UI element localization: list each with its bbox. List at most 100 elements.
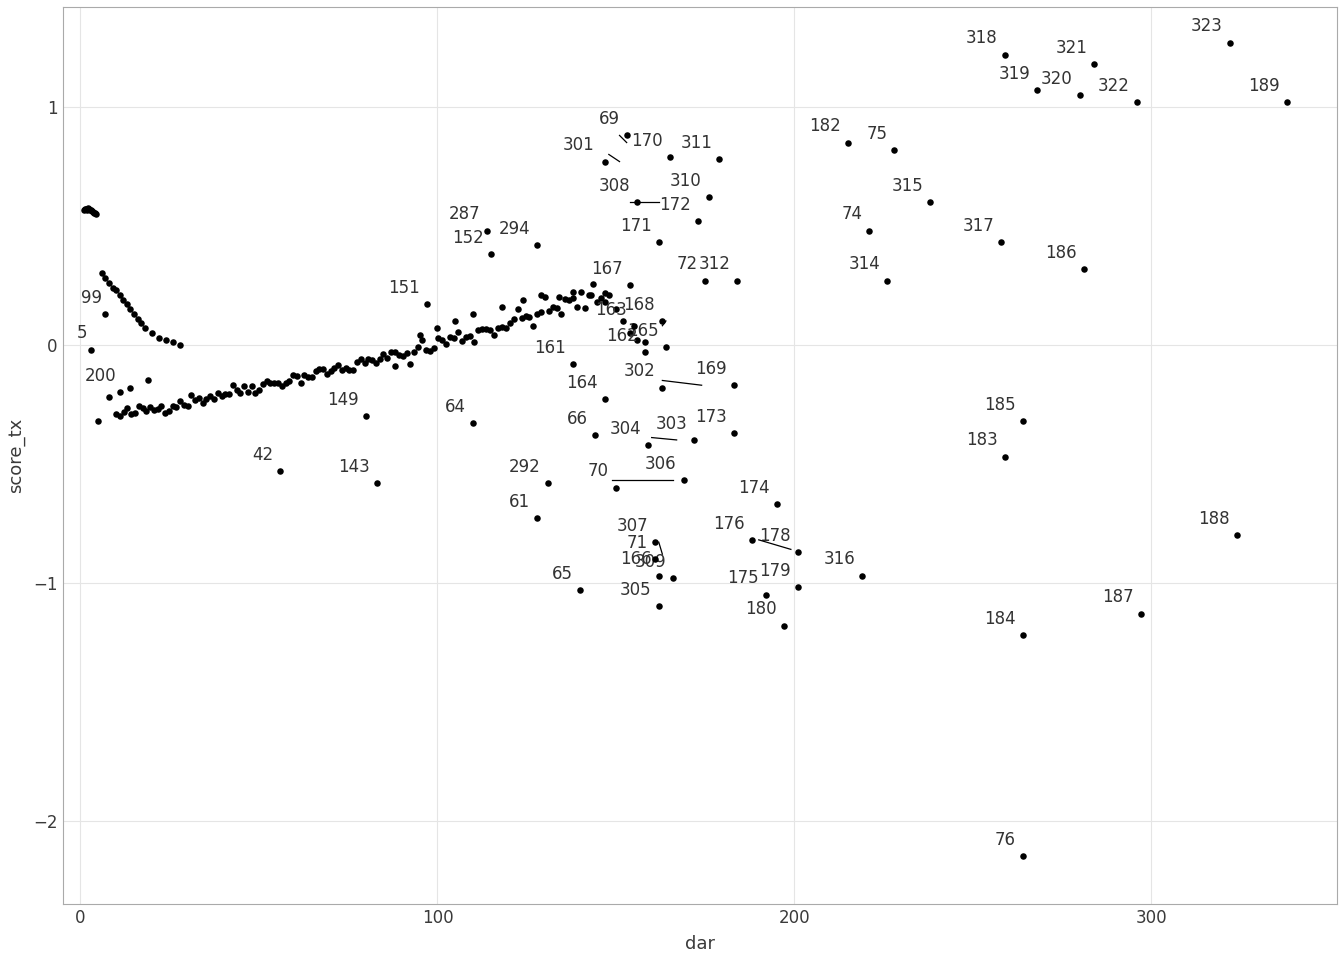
Point bbox=[876, 273, 898, 288]
Point bbox=[94, 306, 116, 322]
Text: 301: 301 bbox=[563, 136, 594, 155]
Point bbox=[652, 380, 673, 396]
Point bbox=[141, 325, 163, 341]
Point bbox=[148, 330, 169, 346]
Point bbox=[562, 285, 583, 300]
Point bbox=[82, 204, 103, 219]
Point bbox=[411, 332, 433, 348]
Point bbox=[124, 306, 145, 322]
Point bbox=[620, 325, 641, 341]
Point bbox=[151, 398, 172, 414]
Point bbox=[995, 47, 1016, 62]
Point bbox=[551, 306, 573, 322]
Point bbox=[788, 544, 809, 560]
Text: 292: 292 bbox=[509, 458, 542, 475]
Text: 306: 306 bbox=[645, 455, 676, 473]
Point bbox=[427, 330, 449, 346]
Point bbox=[613, 313, 634, 328]
Point bbox=[159, 403, 180, 419]
Point bbox=[270, 463, 292, 478]
Point bbox=[161, 398, 183, 414]
Point bbox=[316, 367, 337, 382]
Text: 168: 168 bbox=[624, 296, 656, 314]
Point bbox=[594, 295, 616, 310]
Text: 322: 322 bbox=[1098, 77, 1130, 95]
Point bbox=[423, 340, 445, 355]
Point bbox=[126, 311, 148, 326]
Point bbox=[477, 223, 499, 238]
Point bbox=[77, 201, 98, 216]
Text: 64: 64 bbox=[445, 398, 466, 416]
Point bbox=[199, 388, 220, 403]
Point bbox=[634, 345, 656, 360]
Text: 307: 307 bbox=[617, 517, 648, 535]
Point bbox=[452, 333, 473, 348]
Point bbox=[366, 355, 387, 371]
Point bbox=[1219, 35, 1241, 50]
Point bbox=[519, 309, 540, 324]
Point bbox=[267, 375, 289, 391]
Text: 165: 165 bbox=[628, 322, 659, 340]
Point bbox=[222, 377, 243, 393]
Point bbox=[102, 280, 124, 296]
Point bbox=[472, 322, 493, 337]
Point bbox=[837, 134, 859, 150]
Point bbox=[120, 301, 141, 317]
Point bbox=[312, 361, 333, 376]
Point bbox=[328, 357, 349, 372]
Point bbox=[136, 404, 157, 420]
Point bbox=[184, 393, 206, 408]
Text: 65: 65 bbox=[552, 564, 573, 583]
Text: 187: 187 bbox=[1102, 588, 1133, 607]
Point bbox=[495, 321, 516, 336]
Point bbox=[620, 277, 641, 293]
Point bbox=[741, 532, 762, 547]
Point bbox=[511, 310, 532, 325]
Point bbox=[1012, 849, 1034, 864]
Point bbox=[648, 568, 669, 584]
Text: 173: 173 bbox=[695, 408, 727, 425]
Text: 180: 180 bbox=[745, 600, 777, 618]
Point bbox=[499, 316, 520, 331]
Text: 99: 99 bbox=[81, 289, 102, 306]
Point bbox=[395, 345, 417, 360]
Text: 151: 151 bbox=[388, 279, 419, 298]
Point bbox=[673, 472, 695, 488]
Point bbox=[417, 297, 438, 312]
Point bbox=[130, 316, 152, 331]
Point bbox=[384, 344, 406, 359]
Point bbox=[684, 432, 706, 447]
Point bbox=[766, 496, 788, 512]
Point bbox=[480, 247, 501, 262]
Point bbox=[392, 348, 414, 364]
Text: 200: 200 bbox=[85, 368, 116, 385]
Point bbox=[380, 345, 402, 360]
Text: 172: 172 bbox=[659, 196, 691, 214]
Point bbox=[124, 405, 145, 420]
Point bbox=[82, 204, 103, 220]
Point bbox=[169, 394, 191, 409]
Point bbox=[211, 388, 233, 403]
Point bbox=[562, 291, 583, 306]
Point bbox=[234, 378, 255, 394]
Point bbox=[581, 287, 602, 302]
Text: 76: 76 bbox=[995, 831, 1016, 850]
Text: 71: 71 bbox=[626, 534, 648, 552]
Point bbox=[637, 437, 659, 452]
Point bbox=[723, 425, 745, 441]
Point bbox=[648, 235, 669, 251]
Point bbox=[77, 202, 98, 217]
Text: 311: 311 bbox=[680, 134, 712, 152]
Text: 185: 185 bbox=[984, 396, 1016, 414]
Point bbox=[663, 570, 684, 586]
Point bbox=[203, 392, 224, 407]
Point bbox=[562, 356, 583, 372]
Point bbox=[156, 332, 177, 348]
Point bbox=[616, 128, 637, 143]
Point bbox=[652, 313, 673, 328]
Point bbox=[555, 291, 577, 306]
Point bbox=[426, 321, 448, 336]
Point bbox=[478, 322, 500, 337]
Text: 163: 163 bbox=[595, 300, 626, 319]
Point bbox=[570, 582, 591, 597]
